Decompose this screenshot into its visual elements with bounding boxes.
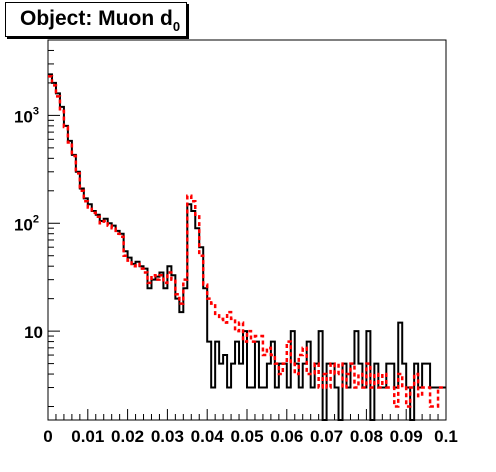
x-tick-label: 0.05 [230, 427, 263, 446]
y-tick-base: 10 [14, 107, 33, 126]
chart-title-subscript: 0 [172, 19, 181, 34]
series-1-line [48, 75, 446, 408]
series-0-line [48, 73, 446, 421]
y-tick-base: 10 [24, 323, 43, 342]
chart-title-main: Object: Muon d [20, 7, 173, 30]
x-tick-label: 0.1 [434, 427, 458, 446]
y-tick-label: 10 [24, 323, 43, 342]
x-tick-label: 0.07 [310, 427, 343, 446]
y-tick-exponent: 3 [33, 105, 39, 117]
x-tick-label: 0.08 [350, 427, 383, 446]
x-tick-label: 0.03 [151, 427, 184, 446]
x-tick-label: 0.06 [270, 427, 303, 446]
y-tick-exponent: 2 [33, 213, 39, 225]
chart-ticks-layer: 0 0.01 0.02 0.03 0.04 0.05 0.06 0.07 0.08 0.09 0.1… [14, 39, 458, 446]
chart-title-box: Object: Muon d0 [5, 2, 187, 37]
y-tick-label: 103 [14, 105, 39, 126]
x-tick-label: 0.04 [191, 427, 225, 446]
x-tick-label: 0.02 [111, 427, 144, 446]
x-tick-label: 0.01 [71, 427, 104, 446]
chart-title: Object: Muon d0 [20, 7, 181, 34]
y-tick-label: 102 [14, 213, 39, 234]
chart-series-layer [48, 73, 446, 421]
x-tick-label: 0.09 [390, 427, 423, 446]
x-tick-label: 0 [43, 427, 52, 446]
y-tick-base: 10 [14, 215, 33, 234]
